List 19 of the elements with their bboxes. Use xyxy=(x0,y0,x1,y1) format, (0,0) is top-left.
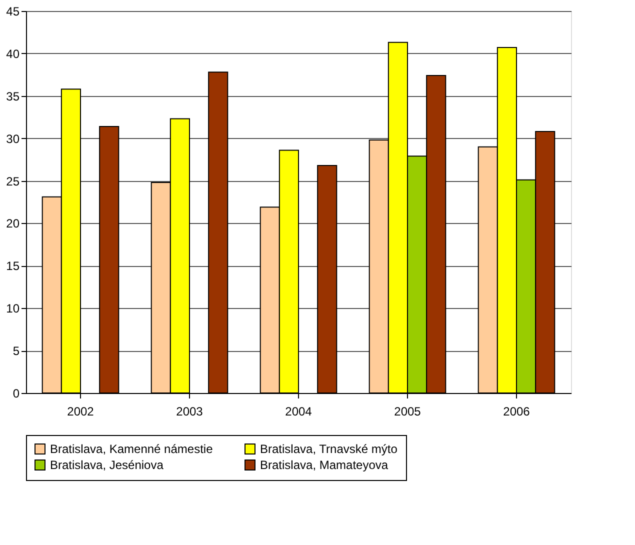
y-tick-label: 35 xyxy=(6,89,20,104)
x-tick-label: 2004 xyxy=(285,404,312,418)
x-tick-label: 2002 xyxy=(67,404,94,418)
legend-label: Bratislava, Mamateyova xyxy=(260,458,388,472)
legend-label: Bratislava, Kamenné námestie xyxy=(50,442,214,456)
y-tick-label: 0 xyxy=(12,386,20,400)
x-tick-label: 2003 xyxy=(176,404,204,418)
x-tick-label: 2006 xyxy=(503,404,530,418)
y-tick-label: 40 xyxy=(6,46,20,61)
y-tick-label: 15 xyxy=(6,259,20,274)
y-tick-label: 10 xyxy=(6,302,20,316)
y-tick-label: 30 xyxy=(6,132,20,146)
y-tick-label: 5 xyxy=(12,344,20,358)
y-tick-label: 45 xyxy=(6,4,20,18)
legend-label: Bratislava, Trnavské mýto xyxy=(260,442,398,456)
y-tick-label: 20 xyxy=(6,216,20,231)
y-tick-label: 25 xyxy=(6,174,20,188)
x-tick-label: 2005 xyxy=(394,404,422,418)
legend-label: Bratislava, Jeséniova xyxy=(50,458,164,472)
